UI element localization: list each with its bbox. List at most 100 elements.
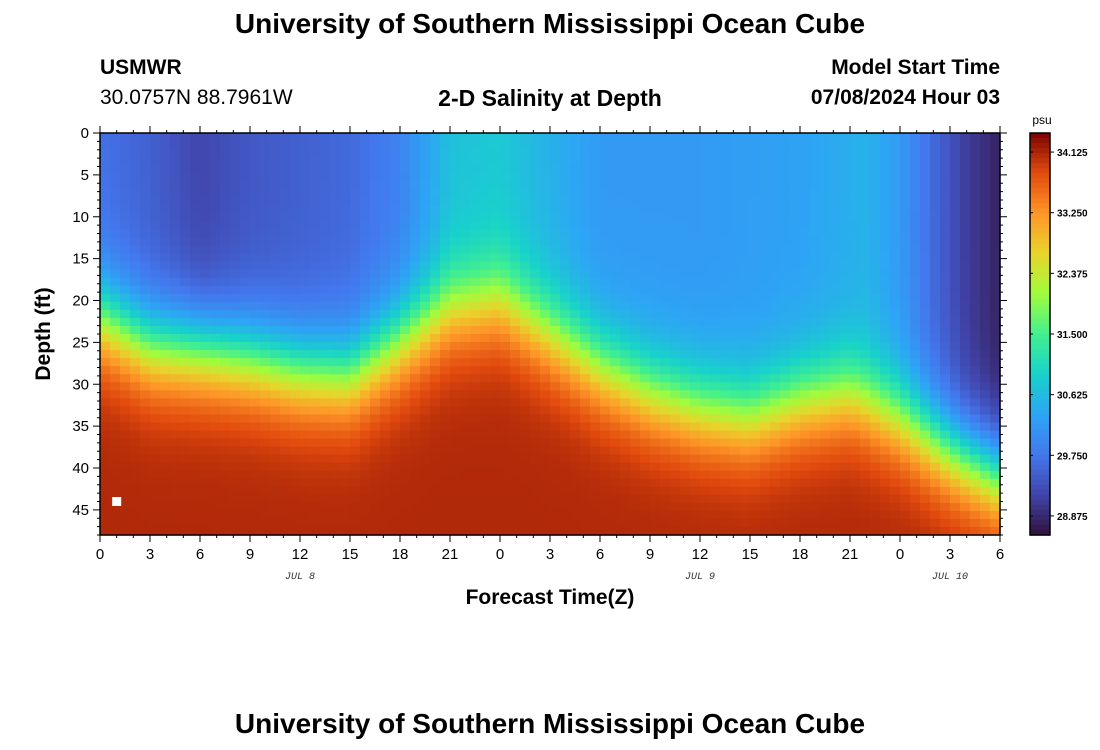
colorbar-segment <box>1030 308 1050 315</box>
heatmap-cell <box>730 486 741 496</box>
heatmap-cell <box>710 518 721 528</box>
heatmap-cell <box>850 157 861 166</box>
heatmap-cell <box>520 510 531 520</box>
heatmap-cell <box>670 197 681 206</box>
heatmap-cell <box>880 157 891 166</box>
heatmap-cell <box>710 301 721 311</box>
heatmap-cell <box>440 526 451 536</box>
heatmap-cell <box>330 149 341 158</box>
heatmap-cell <box>770 213 781 223</box>
heatmap-cell <box>560 510 571 520</box>
heatmap-cell <box>400 390 411 399</box>
heatmap-cell <box>110 366 121 375</box>
heatmap-cell <box>220 293 231 303</box>
heatmap-cell <box>880 317 891 327</box>
heatmap-cell <box>600 422 611 432</box>
heatmap-cell <box>250 181 261 190</box>
heatmap-cell <box>630 350 641 359</box>
heatmap-cell <box>960 478 971 488</box>
heatmap-cell <box>940 422 951 432</box>
heatmap-cell <box>450 350 461 359</box>
heatmap-cell <box>710 221 721 231</box>
heatmap-cell <box>580 382 591 391</box>
heatmap-cell <box>990 422 1001 432</box>
heatmap-cell <box>220 518 231 528</box>
heatmap-cell <box>510 334 521 343</box>
heatmap-cell <box>710 462 721 472</box>
heatmap-cell <box>490 285 501 295</box>
heatmap-cell <box>730 213 741 223</box>
heatmap-cell <box>660 462 671 472</box>
heatmap-cell <box>280 334 291 343</box>
heatmap-cell <box>500 213 511 223</box>
heatmap-cell <box>300 390 311 399</box>
heatmap-cell <box>730 454 741 464</box>
heatmap-cell <box>860 454 871 464</box>
heatmap-cell <box>640 157 651 166</box>
heatmap-cell <box>190 342 201 351</box>
heatmap-cell <box>920 293 931 303</box>
heatmap-cell <box>680 446 691 456</box>
heatmap-cell <box>260 350 271 359</box>
heatmap-cell <box>650 382 661 391</box>
heatmap-cell <box>380 526 391 536</box>
heatmap-cell <box>250 301 261 311</box>
heatmap-cell <box>830 462 841 472</box>
heatmap-cell <box>270 269 281 279</box>
heatmap-cell <box>720 422 731 432</box>
heatmap-cell <box>540 213 551 223</box>
heatmap-cell <box>810 189 821 198</box>
heatmap-cell <box>490 165 501 174</box>
heatmap-cell <box>590 165 601 174</box>
heatmap-cell <box>640 181 651 190</box>
heatmap-cell <box>350 390 361 399</box>
heatmap-cell <box>800 157 811 166</box>
heatmap-cell <box>940 293 951 303</box>
heatmap-cell <box>330 430 341 440</box>
heatmap-cell <box>720 438 731 448</box>
heatmap-cell <box>790 165 801 174</box>
heatmap-cell <box>350 229 361 239</box>
heatmap-cell <box>600 189 611 198</box>
heatmap-cell <box>300 133 311 142</box>
heatmap-cell <box>390 462 401 472</box>
heatmap-cell <box>810 181 821 190</box>
heatmap-cell <box>670 285 681 295</box>
heatmap-cell <box>710 165 721 174</box>
heatmap-cell <box>340 221 351 231</box>
heatmap-cell <box>680 205 691 214</box>
heatmap-cell <box>390 342 401 351</box>
heatmap-cell <box>350 470 361 480</box>
heatmap-cell <box>540 398 551 407</box>
heatmap-cell <box>160 269 171 279</box>
heatmap-cell <box>260 438 271 448</box>
heatmap-cell <box>360 173 371 182</box>
heatmap-cell <box>110 374 121 383</box>
heatmap-cell <box>250 470 261 480</box>
heatmap-cell <box>170 133 181 142</box>
heatmap-cell <box>550 325 561 335</box>
heatmap-cell <box>440 173 451 182</box>
heatmap-cell <box>790 245 801 255</box>
heatmap-cell <box>510 189 521 198</box>
heatmap-cell <box>100 173 111 182</box>
heatmap-cell <box>760 213 771 223</box>
heatmap-cell <box>600 181 611 190</box>
heatmap-cell <box>790 454 801 464</box>
heatmap-cell <box>780 309 791 319</box>
heatmap-cell <box>890 406 901 415</box>
heatmap-cell <box>840 430 851 440</box>
heatmap-cell <box>910 446 921 456</box>
heatmap-cell <box>600 221 611 231</box>
colorbar-segment <box>1030 253 1050 260</box>
heatmap-cell <box>280 454 291 464</box>
heatmap-cell <box>150 358 161 367</box>
heatmap-cell <box>130 277 141 287</box>
heatmap-cell <box>160 317 171 327</box>
heatmap-cell <box>460 454 471 464</box>
heatmap-cell <box>260 269 271 279</box>
heatmap-cell <box>640 366 651 375</box>
heatmap-cell <box>700 486 711 496</box>
heatmap-cell <box>880 486 891 496</box>
heatmap-cell <box>810 502 821 512</box>
